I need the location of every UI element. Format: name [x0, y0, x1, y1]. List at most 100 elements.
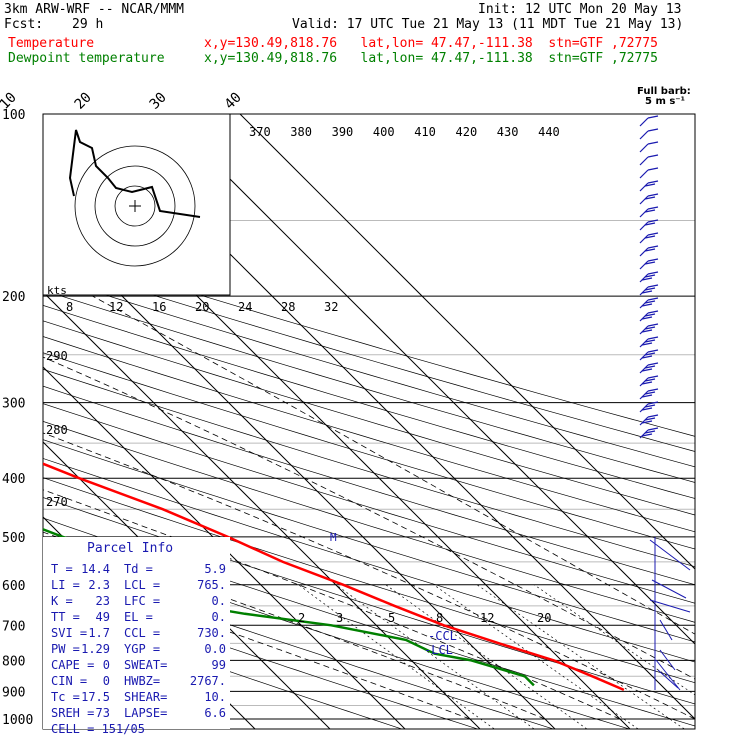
dewpoint-legend: Dewpoint temperature [8, 51, 165, 66]
wind-barb-flag [647, 206, 659, 210]
wind-barb-flag [647, 193, 659, 197]
parcel-label: SREH = [51, 706, 94, 720]
wind-barb-staff [639, 156, 649, 166]
theta-label: 430 [497, 125, 519, 139]
wind-barb-staff [639, 143, 649, 153]
mixing-ratio-line [533, 584, 695, 696]
hodograph-ring [114, 185, 156, 227]
dry-adiabat [43, 320, 695, 516]
mixing-ratio-label: 8 [436, 611, 443, 625]
lower-wind-barb [659, 619, 673, 641]
parcel-value: 10. [204, 690, 226, 704]
wind-barb-staff [639, 247, 649, 257]
wind-barb-flag [644, 183, 656, 187]
hodograph-speed-tick: 32 [324, 300, 338, 314]
isotherm-line [43, 366, 406, 729]
lower-wind-barb [649, 599, 691, 613]
parcel-value: 730. [197, 626, 226, 640]
wind-barb-flag [644, 326, 656, 330]
parcel-label: Tc = [51, 690, 80, 704]
wind-barb-flag [647, 362, 659, 366]
wind-barb-staff [639, 312, 649, 322]
mixing-ratio-line [433, 584, 639, 729]
dry-adiabat [43, 246, 695, 437]
pressure-label: 600 [2, 579, 25, 594]
wind-barb-flag [644, 209, 656, 213]
wind-barb-flag [644, 417, 656, 421]
hodograph-frame [42, 113, 231, 296]
wind-barb-staff [639, 221, 649, 231]
parcel-label: Td = [124, 562, 153, 576]
wind-barb-staff [639, 117, 649, 127]
dry-adiabat [43, 289, 695, 483]
parcel-value: 6.6 [204, 706, 226, 720]
dry-adiabat [43, 497, 695, 705]
wind-barb-flag [644, 222, 656, 226]
parcel-label: PW = [51, 642, 80, 656]
parcel-label: TT = [51, 610, 80, 624]
wind-barb-staff [639, 364, 649, 374]
temperature-line [43, 462, 625, 692]
wind-barb-flag [641, 277, 653, 281]
dewpoint-station-info: x,y=130.49,818.76 lat,lon= 47.47,-111.38… [204, 51, 658, 66]
wind-barb-flag [644, 365, 656, 369]
wind-barb-staff [639, 130, 649, 140]
parcel-label: LAPSE= [124, 706, 167, 720]
mixing-ratio-label: 2 [298, 611, 305, 625]
wind-barb-flag [647, 401, 659, 405]
parcel-row: TT = 49 EL = 0. [51, 610, 226, 624]
wind-barb-flag [647, 141, 659, 145]
wind-barb-flag [647, 271, 659, 275]
hodograph-ring [74, 145, 196, 267]
pressure-label: 1000 [2, 713, 33, 728]
dry-adiabat [43, 582, 479, 729]
theta-label: 440 [538, 125, 560, 139]
dry-adiabat [43, 477, 695, 684]
parcel-label: LI = [51, 578, 80, 592]
wind-barb-flag [641, 355, 653, 359]
wind-barb-flag [647, 232, 659, 236]
wind-barb-flag [644, 261, 656, 265]
wind-barb-flag [644, 378, 656, 382]
wind-barb-flag [641, 316, 653, 320]
barb-legend-unit: 5 m s⁻¹ [645, 96, 685, 107]
wind-barb-flag [647, 245, 659, 249]
wind-barb-flag [641, 342, 653, 346]
wind-barb-flag [641, 407, 653, 411]
model-title: 3km ARW-WRF -- NCAR/MMM [4, 2, 185, 17]
wind-barb-flag [641, 394, 653, 398]
parcel-value: 0.0 [204, 642, 226, 656]
dry-adiabat [43, 439, 695, 643]
wind-barb-staff [639, 403, 649, 413]
dry-adiabat [43, 606, 404, 729]
dry-adiabat [43, 336, 695, 533]
wind-barb-staff [639, 234, 649, 244]
pressure-label: 300 [2, 397, 25, 412]
wind-barb-flag [641, 368, 653, 372]
hodograph-speed-tick: 28 [281, 300, 295, 314]
lower-wind-barb [651, 579, 687, 599]
wind-barb-flag [644, 430, 656, 434]
wind-barb-flag [647, 388, 659, 392]
wind-barb-flag [644, 313, 656, 317]
wind-barb-staff [639, 208, 649, 218]
parcel-value: 73 [96, 706, 110, 720]
pressure-label: 500 [2, 531, 25, 546]
lower-wind-barb [657, 669, 679, 689]
moist-adiabat [43, 489, 621, 720]
hodograph-speed-tick: 12 [109, 300, 123, 314]
hodograph-speed-tick: 16 [152, 300, 166, 314]
isotherm-line [239, 114, 695, 570]
wind-barb-staff [639, 416, 649, 426]
parcel-row: CIN = 0 HWBZ= 2767. [51, 674, 226, 688]
parcel-value: 0. [212, 610, 226, 624]
pressure-label: 100 [2, 108, 25, 123]
wind-barb-flag [641, 381, 653, 385]
wind-barb-flag [644, 300, 656, 304]
wind-barb-flag [644, 196, 656, 200]
wind-barb-flag [644, 391, 656, 395]
dry-adiabat [43, 260, 695, 452]
moist-adiabat [43, 356, 695, 680]
wind-barb-flag [641, 329, 653, 333]
parcel-row: K = 23 LFC = 0. [51, 594, 226, 608]
